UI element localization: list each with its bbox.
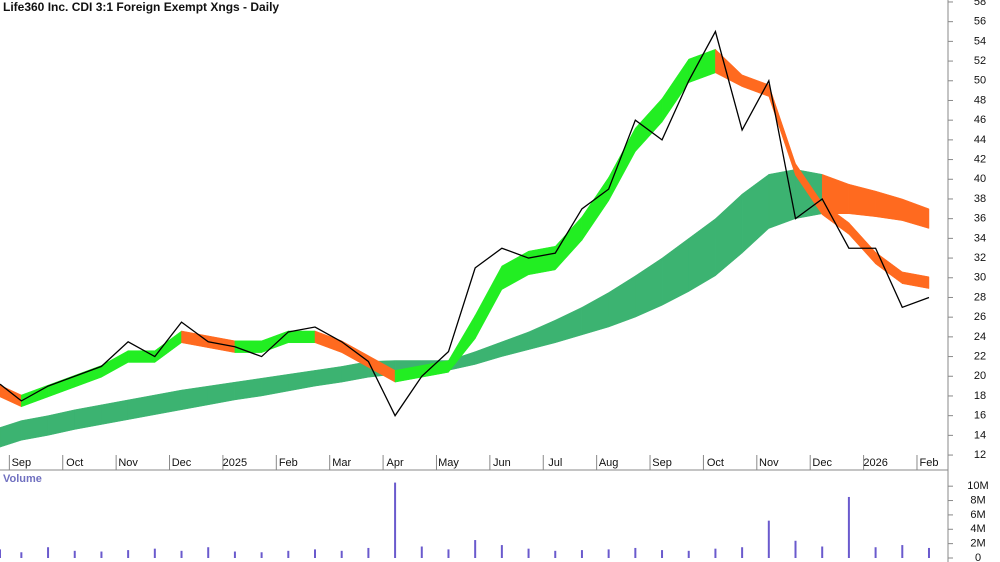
volume-bar [420,546,423,558]
x-tick-label: 2026 [863,457,887,469]
y-tick-label: 38 [974,193,986,205]
y-tick-label: 56 [974,16,986,28]
y-tick-label: 16 [974,410,986,422]
volume-bar [634,547,637,558]
volume-bar [527,548,530,558]
volume-bar [287,550,290,558]
x-tick-label: Dec [172,457,192,469]
volume-tick-label: 0 [975,552,981,562]
volume-bar [314,549,316,558]
volume-tick-label: 4M [970,523,985,535]
volume-bar [233,551,236,558]
volume-bar [127,550,130,558]
x-tick-label: Oct [66,457,83,469]
price-line [0,29,930,417]
volume-bar [153,548,156,558]
y-tick-label: 34 [974,232,986,244]
volume-tick-label: 8M [970,494,985,506]
x-tick-label: Apr [387,457,404,469]
volume-bar [821,546,824,558]
volume-bar [180,550,183,558]
band-segment [234,340,262,353]
x-tick-label: Jul [548,457,562,469]
y-tick-label: 14 [974,429,986,441]
volume-bar [580,550,583,558]
volume-bar [687,550,690,558]
band-segment [288,330,316,344]
volume-bar [260,552,263,558]
volume-bar [500,545,503,558]
volume-tick-label: 10M [967,480,988,492]
x-tick-label: Dec [812,457,832,469]
volume-bar [554,550,557,558]
x-tick-label: Oct [707,457,724,469]
band-segment [234,377,262,401]
x-tick-label: May [438,457,459,469]
volume-bar [794,540,797,558]
band-segment [902,198,930,229]
x-tick-label: Nov [118,457,138,469]
band-segment [127,350,156,363]
y-tick-label: 36 [974,213,986,225]
volume-bar [100,551,103,558]
volume-title: Volume [3,473,42,485]
y-tick-label: 20 [974,370,986,382]
y-tick-label: 42 [974,153,986,165]
x-tick-label: Mar [332,457,351,469]
volume-bar [73,550,76,558]
volume-bar [847,496,850,558]
y-tick-label: 50 [974,75,986,87]
volume-bar [340,550,343,558]
volume-bar [367,547,370,558]
x-tick-label: Sep [12,457,32,469]
volume-bar [741,547,744,558]
y-tick-label: 48 [974,94,986,106]
x-tick-label: Jun [493,457,511,469]
y-tick-label: 22 [974,350,986,362]
y-tick-label: 32 [974,252,986,264]
y-tick-label: 26 [974,311,986,323]
y-tick-label: 40 [974,173,986,185]
volume-bar [607,549,610,558]
volume-bar [661,550,664,558]
y-tick-label: 46 [974,114,986,126]
y-tick-label: 44 [974,134,986,146]
y-tick-label: 30 [974,272,986,284]
volume-bar [927,547,930,558]
volume-bar [447,549,450,558]
band-segment [902,271,930,289]
y-tick-label: 12 [974,449,986,461]
y-tick-label: 58 [974,0,986,8]
y-tick-label: 18 [974,390,986,402]
volume-bar [767,520,770,558]
x-tick-label: Feb [919,457,938,469]
x-tick-label: Feb [279,457,298,469]
volume-bar [714,548,717,558]
y-tick-label: 24 [974,331,986,343]
chart-title: Life360 Inc. CDI 3:1 Foreign Exempt Xngs… [3,0,279,14]
volume-bar [394,482,397,558]
y-tick-label: 54 [974,35,986,47]
volume-bar [207,547,210,558]
x-tick-label: 2025 [223,457,247,469]
x-tick-label: Sep [652,457,672,469]
volume-bar [20,552,23,558]
band-segment [528,245,556,276]
x-tick-label: Nov [759,457,779,469]
plot [0,29,930,558]
volume-tick-label: 2M [970,538,985,550]
volume-bar [474,540,477,558]
volume-bar [901,545,904,558]
x-tick-label: Aug [599,457,619,469]
volume-bar [47,547,50,558]
volume-tick-label: 6M [970,509,985,521]
volume-bar [0,549,1,558]
y-tick-label: 28 [974,291,986,303]
y-tick-label: 52 [974,55,986,67]
volume-bar [874,547,877,558]
